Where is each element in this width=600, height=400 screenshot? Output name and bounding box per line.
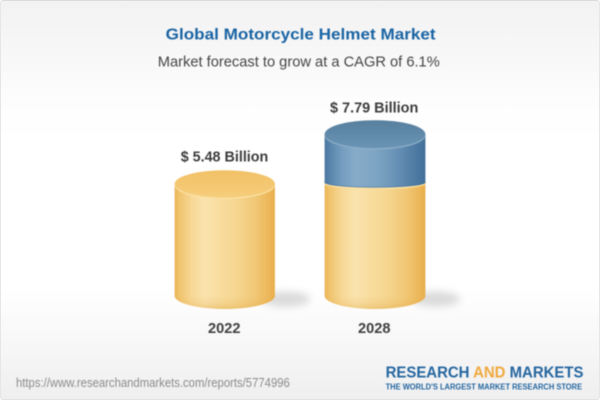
svg-text:Market forecast to grow at a C: Market forecast to grow at a CAGR of 6.1… (158, 55, 440, 71)
svg-text:Global Motorcycle Helmet Marke: Global Motorcycle Helmet Market (166, 26, 437, 43)
svg-text:THE WORLD'S LARGEST MARKET RES: THE WORLD'S LARGEST MARKET RESEARCH STOR… (386, 382, 582, 391)
svg-text:$ 7.79 Billion: $ 7.79 Billion (330, 100, 418, 117)
svg-text:RESEARCH AND MARKETS: RESEARCH AND MARKETS (386, 364, 584, 381)
svg-text:2022: 2022 (208, 321, 241, 337)
svg-text:2028: 2028 (358, 321, 391, 337)
svg-text:https://www.researchandmarkets: https://www.researchandmarkets.com/repor… (16, 375, 290, 390)
svg-text:$ 5.48 Billion: $ 5.48 Billion (181, 149, 269, 166)
